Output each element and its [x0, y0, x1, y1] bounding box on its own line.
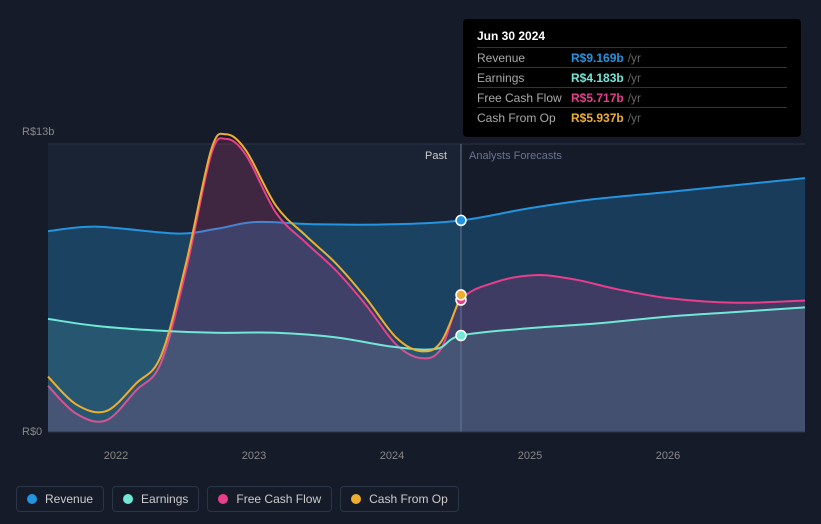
tooltip-metric-unit: /yr [628, 51, 641, 65]
tooltip-row: Free Cash FlowR$5.717b /yr [477, 87, 787, 107]
x-axis-tick: 2022 [104, 450, 128, 462]
legend-swatch [27, 494, 37, 504]
tooltip-metric-unit: /yr [628, 111, 641, 125]
x-axis-tick: 2023 [242, 450, 266, 462]
tooltip-metric-label: Earnings [477, 71, 571, 85]
tooltip-metric-unit: /yr [628, 71, 641, 85]
legend-swatch [351, 494, 361, 504]
x-axis: 2022 2023 2024 2025 2026 [16, 450, 805, 470]
tooltip-row: RevenueR$9.169b /yr [477, 47, 787, 67]
hover-tooltip: Jun 30 2024 RevenueR$9.169b /yrEarningsR… [463, 19, 801, 137]
forecast-section-label: Analysts Forecasts [469, 150, 562, 162]
chart-container: Jun 30 2024 RevenueR$9.169b /yrEarningsR… [0, 0, 821, 524]
legend-item-free-cash-flow[interactable]: Free Cash Flow [207, 486, 332, 512]
tooltip-metric-value: R$9.169b [571, 51, 624, 65]
y-axis-min-label: R$0 [22, 426, 42, 438]
tooltip-metric-label: Cash From Op [477, 111, 571, 125]
tooltip-metric-value: R$5.717b [571, 91, 624, 105]
legend-swatch [218, 494, 228, 504]
legend-swatch [123, 494, 133, 504]
past-section-label: Past [425, 150, 447, 162]
x-axis-tick: 2024 [380, 450, 404, 462]
chart-svg [16, 120, 805, 444]
tooltip-row: Cash From OpR$5.937b /yr [477, 107, 787, 127]
x-axis-tick: 2025 [518, 450, 542, 462]
tooltip-metric-unit: /yr [628, 91, 641, 105]
legend-item-cash-from-op[interactable]: Cash From Op [340, 486, 459, 512]
y-axis-max-label: R$13b [22, 126, 54, 138]
legend-label: Cash From Op [369, 492, 448, 506]
legend-label: Revenue [45, 492, 93, 506]
legend-label: Earnings [141, 492, 188, 506]
tooltip-date: Jun 30 2024 [477, 29, 787, 43]
legend-item-earnings[interactable]: Earnings [112, 486, 199, 512]
legend-label: Free Cash Flow [236, 492, 321, 506]
x-axis-tick: 2026 [656, 450, 680, 462]
legend-item-revenue[interactable]: Revenue [16, 486, 104, 512]
tooltip-metric-value: R$4.183b [571, 71, 624, 85]
tooltip-metric-value: R$5.937b [571, 111, 624, 125]
chart-plot-area[interactable]: R$13b R$0 Past Analysts Forecasts [16, 120, 805, 444]
tooltip-metric-label: Revenue [477, 51, 571, 65]
tooltip-metric-label: Free Cash Flow [477, 91, 571, 105]
legend: Revenue Earnings Free Cash Flow Cash From O… [16, 486, 459, 512]
tooltip-row: EarningsR$4.183b /yr [477, 67, 787, 87]
